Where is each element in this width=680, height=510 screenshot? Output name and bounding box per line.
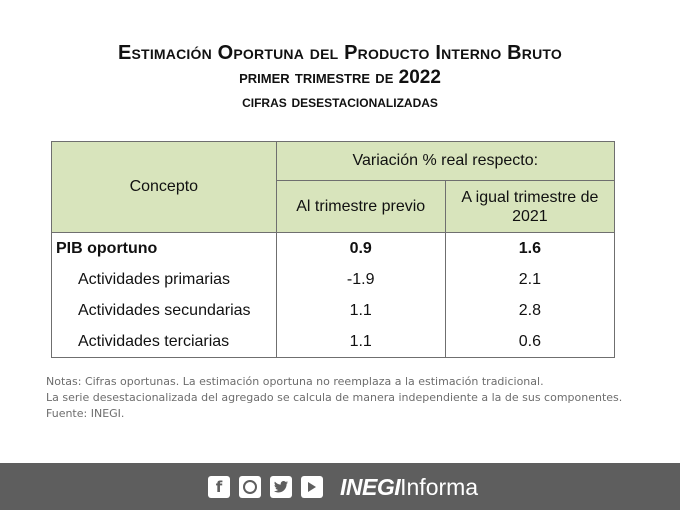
- row-concepto: Actividades secundarias: [51, 295, 277, 326]
- brand-informa: Informa: [400, 474, 479, 500]
- table-row: Actividades secundarias 1.1 2.8: [51, 295, 616, 326]
- table-row: PIB oportuno 0.9 1.6: [51, 232, 616, 264]
- inegi-informa-logo: INEGIInforma: [340, 472, 478, 502]
- footer-bar: f INEGIInforma: [0, 463, 680, 510]
- row-anual: 2.1: [444, 264, 616, 295]
- table-row: Actividades terciarias 1.1 0.6: [51, 326, 616, 358]
- row-anual: 2.8: [444, 295, 616, 326]
- social-icons: f: [208, 476, 323, 498]
- row-anual: 0.6: [444, 326, 616, 358]
- title-line-3: cifras desestacionalizadas: [242, 92, 438, 111]
- header-trimestre-previo: Al trimestre previo: [275, 180, 446, 233]
- twitter-icon[interactable]: [270, 476, 292, 498]
- title-line-2: primer trimestre de 2022: [239, 67, 441, 88]
- header-variacion: Variación % real respecto:: [275, 140, 616, 182]
- row-previo: 0.9: [275, 232, 446, 264]
- row-previo: 1.1: [275, 295, 446, 326]
- pib-table: Concepto Variación % real respecto: Al t…: [51, 140, 616, 358]
- note-line-1: Notas: Cifras oportunas. La estimación o…: [46, 375, 544, 388]
- instagram-icon[interactable]: [239, 476, 261, 498]
- table-row: Actividades primarias -1.9 2.1: [51, 264, 616, 295]
- facebook-icon[interactable]: f: [208, 476, 230, 498]
- header-igual-trimestre: A igual trimestre de 2021: [444, 180, 616, 233]
- brand-inegi: INEGI: [340, 474, 401, 500]
- row-concepto: Actividades primarias: [51, 264, 277, 295]
- row-previo: -1.9: [275, 264, 446, 295]
- notes: Notas: Cifras oportunas. La estimación o…: [46, 374, 646, 422]
- title-block: Estimación Oportuna del Producto Interno…: [0, 40, 680, 114]
- row-concepto: Actividades terciarias: [51, 326, 277, 358]
- row-anual: 1.6: [444, 232, 616, 264]
- title-line-1: Estimación Oportuna del Producto Interno…: [117, 42, 563, 64]
- row-concepto: PIB oportuno: [51, 232, 277, 264]
- row-previo: 1.1: [275, 326, 446, 358]
- youtube-icon[interactable]: [301, 476, 323, 498]
- note-line-3: Fuente: INEGI.: [46, 407, 125, 420]
- note-line-2: La serie desestacionalizada del agregado…: [46, 391, 623, 404]
- header-concepto: Concepto: [51, 141, 277, 233]
